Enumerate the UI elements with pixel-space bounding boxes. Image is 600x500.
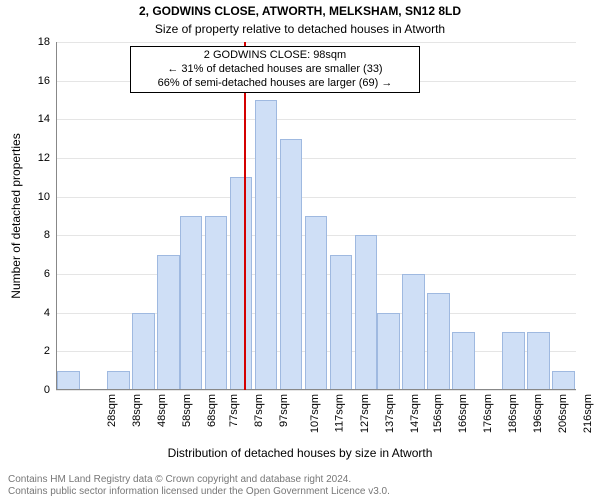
histogram-bar	[255, 100, 278, 390]
y-tick-label: 16	[38, 75, 56, 87]
gridline	[56, 42, 576, 43]
gridline	[56, 158, 576, 159]
y-tick-label: 0	[44, 384, 56, 396]
y-tick-label: 14	[38, 113, 56, 125]
annotation-line: 2 GODWINS CLOSE: 98sqm	[135, 49, 415, 63]
histogram-bar	[502, 332, 525, 390]
histogram-bar	[157, 255, 180, 390]
x-tick-label: 48sqm	[156, 394, 168, 427]
x-tick-label: 206sqm	[557, 394, 569, 433]
x-tick-label: 68sqm	[206, 394, 218, 427]
y-axis-label: Number of detached properties	[9, 133, 23, 298]
x-axis-line	[56, 389, 576, 390]
x-tick-label: 216sqm	[582, 394, 594, 433]
histogram-bar	[527, 332, 550, 390]
x-tick-label: 77sqm	[228, 394, 240, 427]
x-tick-label: 58sqm	[181, 394, 193, 427]
x-tick-label: 166sqm	[457, 394, 469, 433]
histogram-bar	[452, 332, 475, 390]
x-tick-label: 117sqm	[333, 394, 345, 432]
x-tick-label: 186sqm	[507, 394, 519, 433]
x-tick-label: 28sqm	[106, 394, 118, 427]
chart-title: 2, GODWINS CLOSE, ATWORTH, MELKSHAM, SN1…	[0, 4, 600, 18]
y-tick-label: 18	[38, 36, 56, 48]
attribution-footer: Contains HM Land Registry data © Crown c…	[8, 474, 390, 498]
y-tick-label: 4	[44, 307, 56, 319]
y-tick-label: 12	[38, 152, 56, 164]
x-tick-label: 87sqm	[253, 394, 265, 427]
x-tick-label: 137sqm	[384, 394, 396, 433]
histogram-bar	[402, 274, 425, 390]
annotation-line: ← 31% of detached houses are smaller (33…	[135, 63, 415, 77]
x-tick-label: 176sqm	[482, 394, 494, 433]
annotation-line: 66% of semi-detached houses are larger (…	[135, 77, 415, 91]
histogram-bar	[355, 235, 378, 390]
histogram-bar	[305, 216, 328, 390]
histogram-bar	[180, 216, 203, 390]
x-tick-label: 127sqm	[359, 394, 371, 433]
x-tick-label: 38sqm	[131, 394, 143, 427]
y-axis-line	[56, 42, 57, 390]
histogram-bar	[57, 371, 80, 390]
histogram-bar	[280, 139, 303, 390]
histogram-bar	[205, 216, 228, 390]
y-tick-label: 10	[38, 191, 56, 203]
footer-line: Contains HM Land Registry data © Crown c…	[8, 474, 390, 486]
histogram-bar	[377, 313, 400, 390]
y-tick-label: 8	[44, 229, 56, 241]
x-tick-label: 196sqm	[532, 394, 544, 433]
x-tick-label: 156sqm	[432, 394, 444, 433]
x-axis-label: Distribution of detached houses by size …	[0, 446, 600, 460]
histogram-bar	[230, 177, 253, 390]
gridline	[56, 119, 576, 120]
gridline	[56, 390, 576, 391]
footer-line: Contains public sector information licen…	[8, 486, 390, 498]
histogram-bar	[132, 313, 155, 390]
histogram-bar	[330, 255, 353, 390]
histogram-bar	[427, 293, 450, 390]
chart-subtitle: Size of property relative to detached ho…	[0, 22, 600, 36]
annotation-box: 2 GODWINS CLOSE: 98sqm← 31% of detached …	[130, 46, 420, 93]
x-tick-label: 107sqm	[309, 394, 321, 433]
plot-area: 02468101214161828sqm38sqm48sqm58sqm68sqm…	[56, 42, 576, 390]
x-tick-label: 147sqm	[409, 394, 421, 433]
histogram-bar	[107, 371, 130, 390]
reference-line	[244, 42, 246, 390]
x-tick-label: 97sqm	[278, 394, 290, 427]
histogram-bar	[552, 371, 575, 390]
gridline	[56, 197, 576, 198]
y-tick-label: 2	[44, 345, 56, 357]
y-tick-label: 6	[44, 268, 56, 280]
